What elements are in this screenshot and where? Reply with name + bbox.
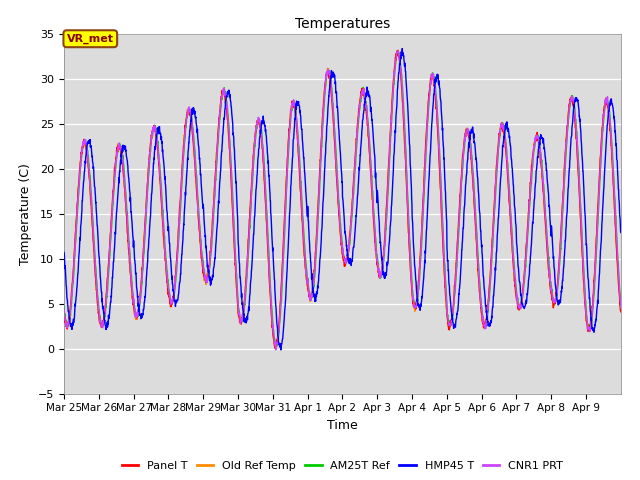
Old Ref Temp [116, 144, 124, 150]
CNR1 PRT [394, 48, 402, 54]
Old Ref Temp [511, 276, 518, 282]
AM25T Ref [376, 273, 384, 279]
Line: CNR1 PRT: CNR1 PRT [64, 51, 621, 350]
HMP45 T [116, 168, 124, 174]
Old Ref Temp [609, 182, 617, 188]
AM25T Ref [609, 166, 617, 171]
Panel T [394, 48, 401, 53]
CNR1 PRT [60, 306, 68, 312]
Line: Old Ref Temp: Old Ref Temp [64, 50, 621, 348]
Y-axis label: Temperature (C): Temperature (C) [19, 163, 33, 264]
AM25T Ref [236, 314, 244, 320]
CNR1 PRT [617, 305, 625, 311]
Panel T [271, 345, 278, 351]
HMP45 T [617, 229, 625, 235]
CNR1 PRT [272, 347, 280, 353]
Line: AM25T Ref: AM25T Ref [64, 52, 621, 348]
HMP45 T [398, 46, 406, 51]
Panel T [617, 309, 625, 315]
AM25T Ref [394, 49, 402, 55]
Line: HMP45 T: HMP45 T [64, 48, 621, 350]
Old Ref Temp [542, 227, 550, 232]
HMP45 T [542, 161, 550, 167]
HMP45 T [609, 108, 617, 114]
Panel T [116, 145, 124, 151]
Old Ref Temp [236, 318, 244, 324]
Panel T [511, 278, 518, 284]
AM25T Ref [60, 304, 68, 310]
AM25T Ref [542, 216, 550, 221]
Title: Temperatures: Temperatures [295, 17, 390, 31]
Panel T [609, 181, 617, 187]
X-axis label: Time: Time [327, 419, 358, 432]
Old Ref Temp [617, 309, 625, 314]
CNR1 PRT [542, 218, 550, 224]
Old Ref Temp [60, 309, 68, 314]
Old Ref Temp [376, 274, 384, 279]
CNR1 PRT [376, 273, 384, 278]
AM25T Ref [272, 346, 280, 351]
Old Ref Temp [394, 48, 402, 53]
CNR1 PRT [511, 267, 518, 273]
AM25T Ref [617, 299, 625, 305]
Line: Panel T: Panel T [64, 50, 621, 348]
HMP45 T [376, 236, 384, 241]
Text: VR_met: VR_met [67, 34, 114, 44]
Panel T [236, 316, 244, 322]
AM25T Ref [116, 141, 124, 146]
Panel T [542, 226, 550, 231]
HMP45 T [236, 270, 244, 276]
HMP45 T [277, 347, 285, 353]
Old Ref Temp [271, 345, 278, 351]
Panel T [60, 311, 68, 317]
HMP45 T [60, 250, 68, 255]
CNR1 PRT [609, 173, 617, 179]
Legend: Panel T, Old Ref Temp, AM25T Ref, HMP45 T, CNR1 PRT: Panel T, Old Ref Temp, AM25T Ref, HMP45 … [117, 457, 568, 476]
CNR1 PRT [236, 312, 244, 318]
Panel T [376, 274, 384, 279]
AM25T Ref [511, 266, 518, 272]
HMP45 T [511, 203, 518, 208]
CNR1 PRT [116, 144, 124, 149]
